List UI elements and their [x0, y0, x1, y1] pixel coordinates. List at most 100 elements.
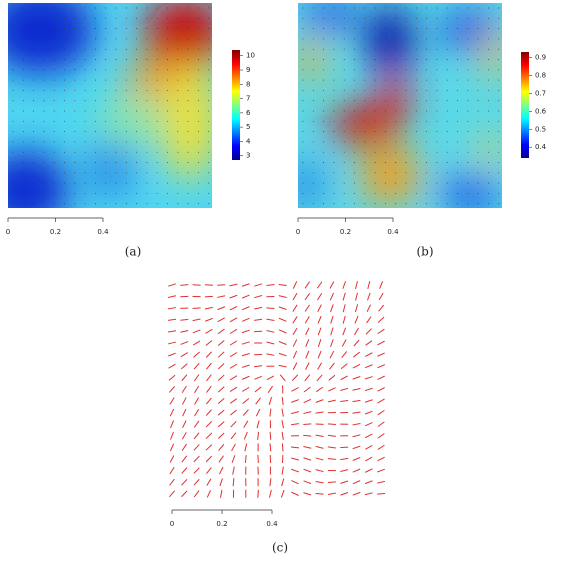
- dot: [74, 89, 76, 91]
- vector: [292, 304, 298, 312]
- dot: [84, 48, 86, 50]
- vector: [330, 327, 334, 336]
- dot: [177, 162, 179, 163]
- colorbar-label: 10: [246, 52, 255, 60]
- dot: [323, 59, 325, 60]
- vector: [378, 304, 385, 312]
- dot: [12, 203, 14, 205]
- vector: [167, 295, 177, 298]
- dot: [115, 172, 117, 174]
- dot: [343, 38, 345, 40]
- dot: [12, 59, 14, 60]
- dot: [426, 120, 428, 122]
- dot: [177, 28, 179, 30]
- dot: [364, 172, 366, 174]
- dot: [146, 141, 148, 143]
- vector: [303, 446, 312, 449]
- dot: [467, 48, 469, 50]
- dot: [323, 192, 325, 194]
- vector: [278, 284, 287, 286]
- colorbar-label: 6: [246, 109, 251, 117]
- dot: [94, 79, 96, 81]
- vector: [169, 455, 175, 463]
- dot: [33, 182, 35, 184]
- dot: [436, 7, 438, 9]
- vector: [342, 292, 346, 301]
- dot: [33, 69, 35, 71]
- dot: [208, 141, 210, 143]
- dot: [498, 203, 500, 205]
- vector: [167, 330, 177, 333]
- dot: [395, 162, 397, 163]
- dot: [312, 79, 314, 81]
- vector: [204, 317, 213, 322]
- dot: [487, 182, 489, 184]
- dot: [33, 172, 35, 174]
- vector: [266, 341, 275, 345]
- vector: [377, 492, 386, 495]
- vector: [217, 386, 225, 393]
- vector: [340, 469, 349, 473]
- dot: [426, 17, 428, 19]
- vector: [193, 420, 200, 428]
- vector: [352, 434, 361, 438]
- dot: [323, 17, 325, 19]
- dot: [477, 151, 479, 153]
- dot: [197, 7, 199, 9]
- dot: [395, 110, 397, 112]
- vector: [219, 478, 223, 487]
- dot: [167, 131, 168, 133]
- vector: [193, 432, 200, 440]
- dot: [136, 172, 138, 174]
- dot: [498, 100, 500, 102]
- dot: [446, 59, 448, 60]
- dot: [354, 162, 355, 163]
- dot: [197, 38, 199, 40]
- dot: [302, 141, 304, 143]
- vector: [169, 478, 175, 486]
- vector: [378, 292, 384, 301]
- dot: [436, 69, 438, 71]
- dot: [84, 141, 86, 143]
- vector: [169, 397, 175, 405]
- dot: [53, 192, 55, 194]
- dot: [84, 7, 86, 9]
- dot: [312, 28, 314, 30]
- dot: [312, 69, 314, 71]
- dot: [115, 38, 117, 40]
- dot: [457, 48, 458, 50]
- dot: [187, 151, 189, 153]
- dot: [84, 38, 86, 40]
- colorbar-label: 7: [246, 95, 250, 103]
- dot: [446, 28, 448, 30]
- dot: [446, 100, 448, 102]
- vector: [377, 456, 385, 462]
- dot: [125, 131, 127, 133]
- dot: [477, 141, 479, 143]
- vector: [167, 307, 177, 310]
- dot: [395, 17, 397, 19]
- dot: [374, 141, 376, 143]
- dot: [43, 110, 45, 112]
- dot: [208, 203, 210, 205]
- dot: [115, 192, 117, 194]
- dot: [477, 120, 479, 122]
- dot: [156, 162, 158, 163]
- dot: [354, 89, 355, 91]
- dot: [197, 17, 199, 19]
- dot: [498, 162, 500, 163]
- vector: [229, 317, 238, 323]
- dot: [477, 69, 479, 71]
- dot: [323, 28, 325, 30]
- vector: [268, 489, 272, 498]
- vector: [281, 431, 284, 440]
- dot: [384, 192, 386, 194]
- dot: [312, 120, 314, 122]
- dot: [125, 7, 127, 9]
- dot: [22, 203, 24, 205]
- dot: [187, 110, 189, 112]
- dot: [156, 17, 158, 19]
- vector: [352, 376, 361, 380]
- dot: [446, 38, 448, 40]
- dot: [146, 131, 148, 133]
